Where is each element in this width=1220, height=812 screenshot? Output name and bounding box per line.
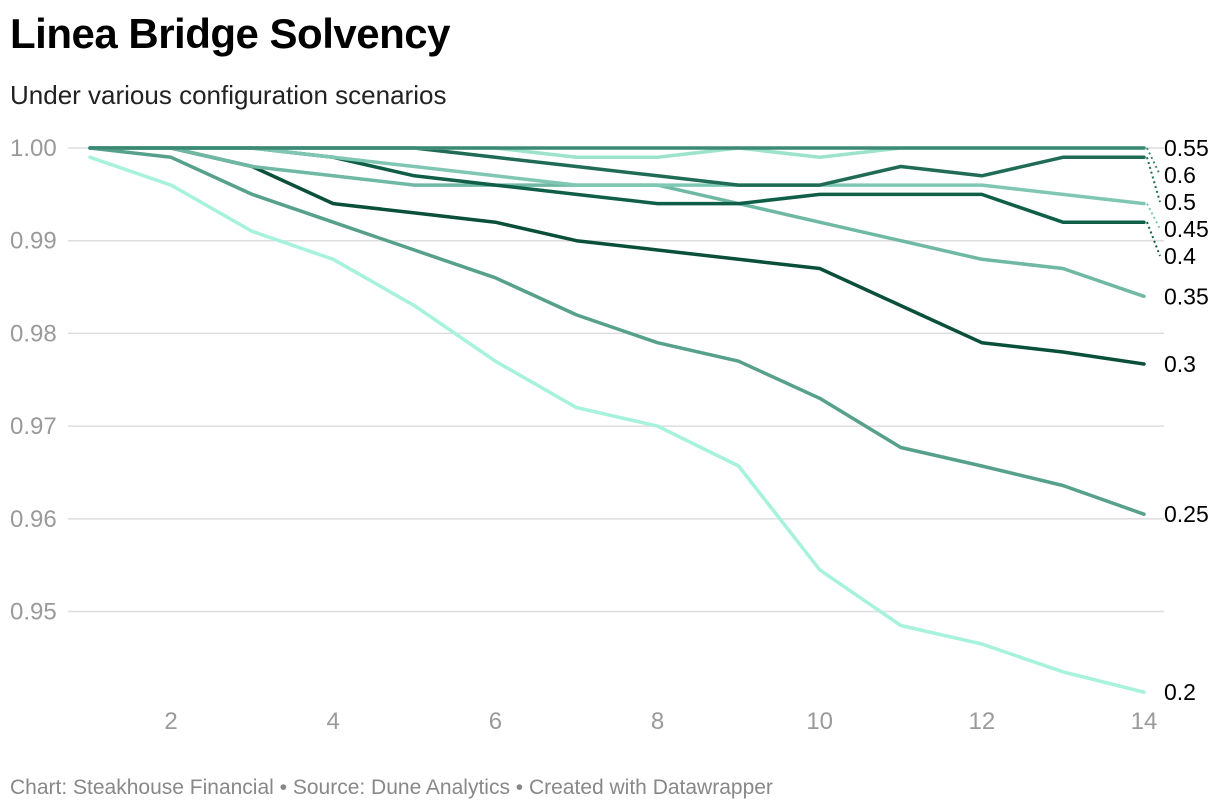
y-tick-label-0.97: 0.97 [10, 413, 57, 440]
series-end-label-0.3: 0.3 [1164, 351, 1196, 377]
chart-title: Linea Bridge Solvency [10, 10, 450, 57]
x-tick-label-10: 10 [806, 708, 833, 735]
series-end-label-0.4: 0.4 [1164, 243, 1196, 269]
label-leader-0.4 [1146, 221, 1161, 257]
y-tick-label-0.95: 0.95 [10, 599, 57, 626]
series-lines [88, 146, 1146, 694]
y-tick-label-0.98: 0.98 [10, 320, 57, 347]
series-line-0.25 [88, 146, 1146, 516]
label-leader-0.6 [1146, 147, 1161, 176]
series-end-label-0.45: 0.45 [1164, 216, 1209, 242]
series-end-label-0.25: 0.25 [1164, 501, 1209, 527]
series-end-label-0.55: 0.55 [1164, 135, 1209, 161]
label-leader-0.5 [1146, 156, 1161, 203]
series-line-0.3 [88, 146, 1146, 366]
series-end-label-0.35: 0.35 [1164, 283, 1209, 309]
label-leader-0.45 [1146, 203, 1161, 230]
x-tick-label-6: 6 [489, 708, 502, 735]
x-tick-label-14: 14 [1131, 708, 1158, 735]
series-end-labels: 0.550.60.50.450.4 0.35 0.3 0.25 0.2 [1146, 135, 1209, 705]
y-tick-label-0.96: 0.96 [10, 506, 57, 533]
x-tick-label-2: 2 [164, 708, 177, 735]
series-end-label-0.5: 0.5 [1164, 189, 1196, 215]
series-end-label-0.6: 0.6 [1164, 162, 1196, 188]
x-tick-label-8: 8 [651, 708, 664, 735]
line-chart: 1.00 0.99 0.98 0.97 0.96 0.95 2 4 6 8 10 12 14 0.55… [10, 135, 1209, 735]
series-end-label-0.2: 0.2 [1164, 679, 1196, 705]
y-axis-tick-labels: 1.00 0.99 0.98 0.97 0.96 0.95 [10, 135, 57, 626]
x-axis-tick-labels: 2 4 6 8 10 12 14 [164, 708, 1157, 735]
chart-footer: Chart: Steakhouse Financial • Source: Du… [10, 776, 773, 799]
y-tick-label-0.99: 0.99 [10, 228, 57, 255]
gridlines [68, 147, 1164, 613]
x-tick-label-12: 12 [968, 708, 995, 735]
chart-subtitle: Under various configuration scenarios [10, 80, 447, 110]
series-line-0.2 [88, 155, 1146, 694]
x-tick-label-4: 4 [327, 708, 340, 735]
y-tick-label-1.00: 1.00 [10, 135, 57, 162]
